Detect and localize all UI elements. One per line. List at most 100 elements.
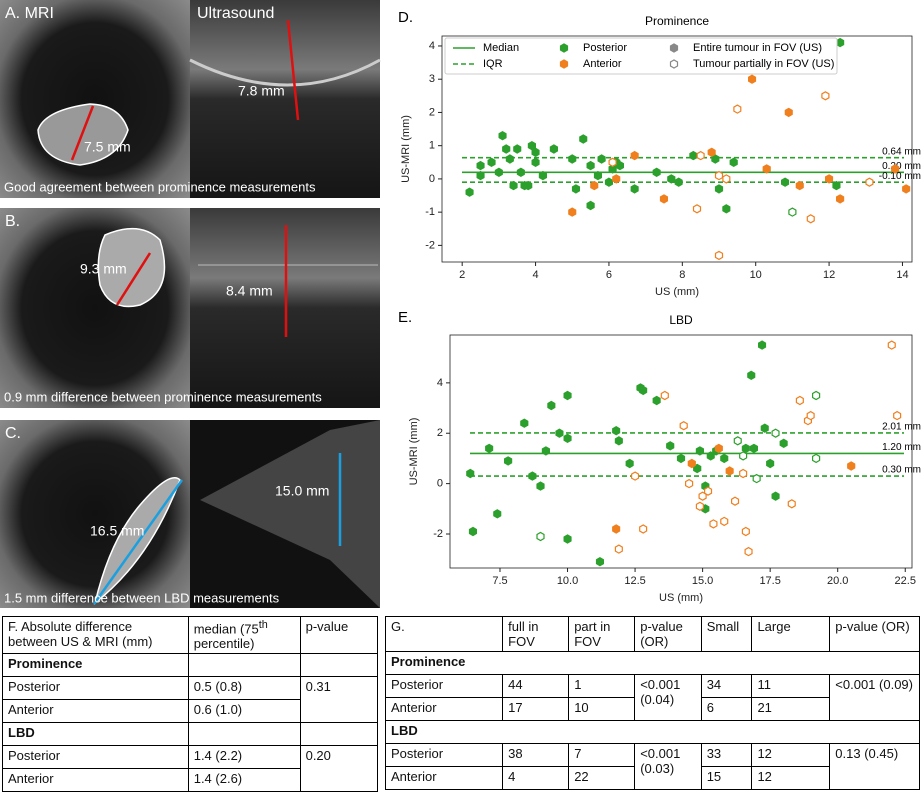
point <box>709 519 718 529</box>
point <box>476 170 485 181</box>
point <box>625 458 634 469</box>
point <box>568 154 577 164</box>
y-axis-label: US-MRI (mm) <box>408 418 420 486</box>
panel-label: B. <box>5 213 20 230</box>
point <box>524 180 533 191</box>
point <box>766 458 775 469</box>
point <box>487 157 496 167</box>
table-row: LBD <box>2 722 379 747</box>
header-row: G. full in FOV part in FOV p-value (OR) Smal… <box>384 616 920 652</box>
table-cell: G. <box>384 616 504 652</box>
table-row: Posterior 38 7 <0.001 (0.03) 33 12 0.13 (0.45) <box>384 743 920 790</box>
mri-measure: 9.3 mm <box>80 261 127 277</box>
table-cell: 1 <box>568 674 636 698</box>
point <box>667 174 676 184</box>
table-row: LBD <box>385 720 920 744</box>
point <box>528 471 537 481</box>
panel-label: A. MRI <box>5 5 54 22</box>
table-cell: 7 <box>568 743 636 767</box>
panel-label: D. <box>398 9 413 26</box>
point <box>741 443 750 454</box>
table-cell: Prominence <box>2 653 189 678</box>
point <box>586 200 595 211</box>
x-tick-label: 4 <box>532 269 538 281</box>
table-cell: 10 <box>568 697 636 721</box>
table-cell <box>299 722 379 747</box>
point <box>659 194 669 204</box>
point <box>493 509 502 519</box>
legend-marker <box>669 43 679 53</box>
point <box>795 395 804 406</box>
point <box>725 466 734 476</box>
point <box>555 428 564 438</box>
table-cell: 21 <box>751 697 831 721</box>
point <box>531 157 540 167</box>
chart-title: LBD <box>669 313 693 327</box>
point <box>465 187 474 197</box>
point <box>468 526 477 537</box>
reference-label: 1.20 mm <box>882 442 921 453</box>
mri-image <box>0 208 190 408</box>
point <box>788 207 797 217</box>
legend-label: Entire tumour in FOV (US) <box>693 42 822 54</box>
point <box>547 400 556 411</box>
point <box>614 544 623 554</box>
point <box>733 104 742 114</box>
table-f: F. Absolute difference between US & MRI … <box>2 615 379 793</box>
table-cell: 0.20 <box>299 745 379 793</box>
table-cell: 11 <box>751 674 831 698</box>
table-cell: 0.6 (1.0) <box>187 699 301 724</box>
point <box>615 160 625 171</box>
x-tick-label: 6 <box>606 269 612 281</box>
x-tick-label: 2 <box>459 269 465 281</box>
plot-frame <box>449 334 913 569</box>
point <box>747 74 757 84</box>
point <box>787 499 796 509</box>
x-tick-label: 15.0 <box>692 575 713 587</box>
point <box>762 164 771 174</box>
table-cell <box>187 653 301 678</box>
point <box>893 410 902 421</box>
table-cell: 33 <box>700 743 753 767</box>
y-tick-label: 4 <box>437 377 443 389</box>
measure-line <box>70 105 95 161</box>
mri-measure: 16.5 mm <box>90 523 144 539</box>
point <box>568 207 577 217</box>
table-cell: <0.001 (0.03) <box>634 743 702 790</box>
mri-image <box>0 0 190 198</box>
y-tick-label: 2 <box>437 427 443 439</box>
point <box>714 443 723 454</box>
point <box>612 426 621 436</box>
x-tick-label: 10 <box>750 269 762 281</box>
table-cell: part in FOV <box>568 616 636 652</box>
point <box>811 390 821 401</box>
point <box>563 433 572 443</box>
point <box>604 177 614 187</box>
panel-b: B. 9.3 mm 8.4 mm 0.9 mm difference betwe… <box>0 208 380 408</box>
point <box>847 461 856 471</box>
figure: A. MRI Ultrasound 7.5 mm 7.8 mm Good agr… <box>0 0 921 608</box>
point <box>586 160 595 171</box>
y-axis-label: US-MRI (mm) <box>400 115 412 183</box>
y-tick-label: -1 <box>425 206 435 218</box>
point <box>614 436 623 446</box>
point <box>739 468 748 479</box>
point <box>733 436 742 446</box>
point <box>531 147 540 157</box>
table-cell <box>299 653 379 678</box>
table-row: Prominence <box>2 653 379 678</box>
table-cell: 4 <box>502 766 570 790</box>
point <box>679 421 688 431</box>
y-tick-label: 4 <box>429 40 435 52</box>
x-tick-label: 17.5 <box>759 575 780 587</box>
point <box>536 531 545 542</box>
table-cell: 34 <box>700 674 753 698</box>
table-cell: full in FOV <box>502 616 570 652</box>
point <box>729 157 738 167</box>
point <box>703 486 713 496</box>
point <box>520 418 529 428</box>
us-echo <box>189 58 381 87</box>
point <box>597 154 606 164</box>
us-measure: 7.8 mm <box>238 83 285 99</box>
point <box>722 174 731 184</box>
